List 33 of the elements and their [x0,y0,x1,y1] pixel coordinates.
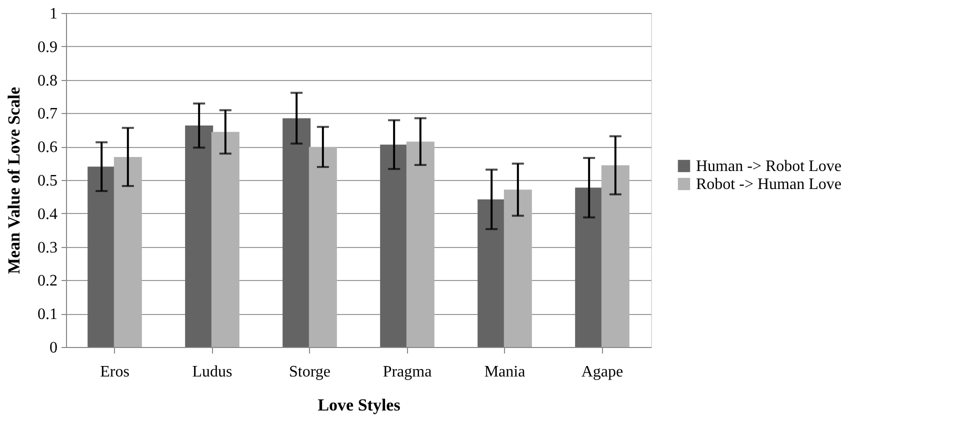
y-tick-label: 0.7 [38,106,58,123]
bar [114,156,142,347]
x-tick-label: Storge [289,364,330,380]
bar [575,188,604,347]
y-tick-label: 0.8 [38,72,58,90]
x-tick-label: Ludus [192,364,232,380]
y-tick-label: 1 [50,6,58,22]
y-tick-label: 0.4 [38,206,58,223]
bar [380,144,408,347]
y-tick-label: 0.2 [38,272,58,290]
bar [282,118,311,347]
x-tick-label: Pragma [382,364,432,380]
legend-label: Robot -> Human Love [696,176,842,193]
y-tick-label: 0.5 [38,172,58,190]
bar [88,166,116,347]
bar [308,146,337,347]
bar [406,142,434,347]
x-tick-label: Eros [100,364,130,380]
bar [185,126,214,347]
x-axis-title: Love Styles [318,396,401,414]
y-axis-title: Mean Value of Love Scale [4,86,24,274]
y-tick-label: 0.9 [38,38,58,56]
y-tick-label: 0.6 [38,139,58,156]
legend-label: Human -> Robot Love [696,158,842,175]
bar [478,199,506,347]
y-tick-label: 0 [50,340,58,356]
y-tick-label: 0.3 [38,239,58,256]
bar [211,132,240,347]
x-tick-label: Agape [581,364,624,380]
y-tick-label: 0.1 [38,306,58,324]
bar [504,190,532,347]
x-tick-label: Mania [484,364,526,380]
bar [601,165,630,347]
